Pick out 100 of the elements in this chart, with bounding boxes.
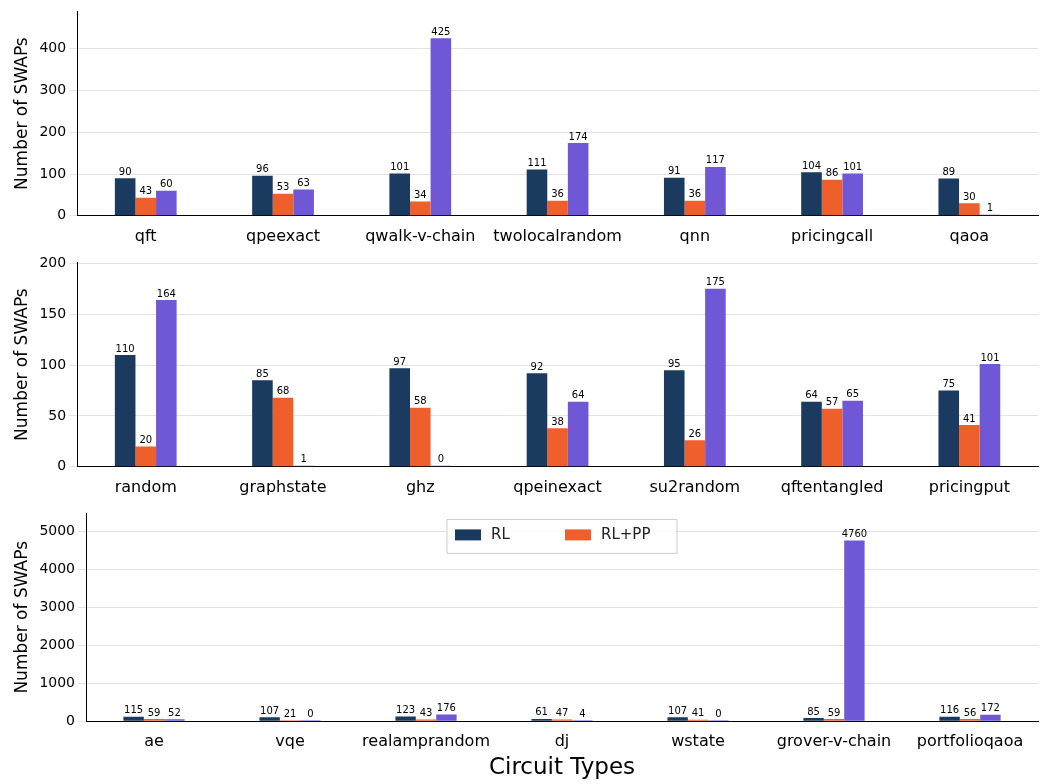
legend-label: RL+PP	[601, 525, 651, 544]
bar	[663, 177, 685, 216]
y-tick-label: 150	[39, 304, 67, 321]
data-label: 107	[668, 704, 688, 716]
data-label: 101	[980, 351, 1000, 363]
bar	[938, 390, 960, 467]
data-label: 0	[715, 707, 722, 719]
data-label: 57	[825, 396, 839, 408]
bar	[705, 166, 726, 216]
x-tick-label: su2random	[649, 476, 741, 496]
x-tick-label: random	[114, 476, 177, 496]
bar	[684, 440, 706, 467]
data-label: 21	[283, 707, 297, 719]
data-label: 101	[390, 161, 410, 173]
y-tick-label: 300	[39, 81, 67, 98]
bar	[801, 401, 822, 467]
data-label: 52	[168, 706, 181, 718]
data-label: 26	[688, 427, 702, 439]
data-label: 95	[667, 357, 681, 369]
bar	[156, 300, 177, 467]
data-label: 1	[986, 202, 994, 214]
data-label: 65	[846, 388, 860, 400]
bar	[821, 179, 843, 216]
y-axis-title: Number of SWAPs	[10, 288, 31, 441]
bar	[293, 189, 314, 216]
x-tick-label: qaoa	[949, 225, 990, 245]
bar	[135, 197, 157, 216]
y-tick-label: 100	[39, 355, 67, 372]
x-tick-label: realamprandom	[362, 730, 490, 750]
bar	[410, 407, 431, 467]
data-label: 96	[256, 163, 269, 175]
data-label: 92	[530, 360, 544, 372]
bar	[663, 370, 685, 467]
data-label: 4760	[841, 528, 868, 540]
bar	[842, 400, 863, 467]
data-label: 59	[827, 706, 841, 718]
x-tick-label: vqe	[275, 730, 305, 750]
bar	[389, 173, 410, 216]
bar	[156, 190, 177, 216]
y-tick-label: 0	[66, 711, 76, 728]
bar	[389, 368, 410, 467]
y-tick-label: 3000	[39, 597, 76, 614]
data-label: 41	[691, 707, 705, 719]
data-label: 111	[527, 157, 547, 168]
x-tick-label: grover-v-chain	[776, 730, 892, 750]
data-label: 43	[419, 707, 433, 719]
bar	[430, 38, 452, 216]
x-tick-label: qwalk-v-chain	[365, 225, 476, 245]
data-label: 58	[413, 395, 427, 407]
data-label: 20	[139, 434, 153, 446]
data-label: 36	[551, 188, 564, 200]
y-tick-label: 4000	[39, 560, 76, 576]
data-label: 75	[942, 378, 956, 390]
data-label: 0	[437, 453, 445, 465]
bar	[526, 373, 548, 467]
bar	[272, 193, 294, 216]
x-tick-label: qpeexact	[245, 225, 321, 245]
data-label: 104	[801, 159, 822, 171]
x-tick-label: portfolioqaoa	[916, 730, 1024, 750]
bar	[705, 288, 726, 467]
y-axis-title: Number of SWAPs	[10, 540, 31, 694]
x-tick-label: wstate	[671, 730, 725, 750]
bar	[259, 717, 280, 721]
data-label: 38	[551, 415, 564, 427]
data-label: 89	[942, 166, 956, 178]
bar	[980, 714, 1001, 721]
y-tick-label: 0	[57, 206, 67, 223]
data-label: 68	[276, 385, 290, 397]
data-label: 115	[124, 704, 144, 716]
data-label: 101	[843, 161, 863, 173]
bar	[114, 354, 136, 467]
bar	[801, 172, 822, 216]
data-label: 91	[667, 165, 681, 177]
data-label: 30	[963, 190, 976, 202]
y-tick-label: 5000	[39, 522, 76, 539]
y-tick-label: 200	[39, 122, 67, 139]
y-tick-label: 100	[39, 164, 67, 181]
x-tick-label: ae	[144, 730, 164, 750]
data-label: 61	[535, 706, 548, 718]
data-label: 41	[963, 412, 976, 424]
data-label: 36	[688, 188, 702, 200]
legend-label: RL	[491, 525, 511, 544]
bar	[803, 717, 824, 721]
data-label: 64	[805, 389, 818, 401]
x-tick-label: ghz	[405, 476, 435, 496]
data-label: 53	[276, 181, 290, 193]
x-tick-label: qftentangled	[780, 476, 884, 496]
bar	[938, 178, 960, 216]
data-label: 64	[571, 389, 585, 401]
bar	[684, 200, 706, 216]
data-label: 117	[705, 154, 725, 166]
data-label: 90	[118, 165, 132, 177]
data-label: 59	[147, 706, 161, 718]
data-label: 85	[807, 705, 820, 717]
x-tick-label: qpeinexact	[513, 476, 602, 496]
bar	[567, 143, 589, 216]
data-label: 172	[980, 702, 1000, 714]
bar	[395, 716, 416, 721]
bar	[842, 173, 863, 216]
y-tick-label: 2000	[39, 635, 76, 652]
